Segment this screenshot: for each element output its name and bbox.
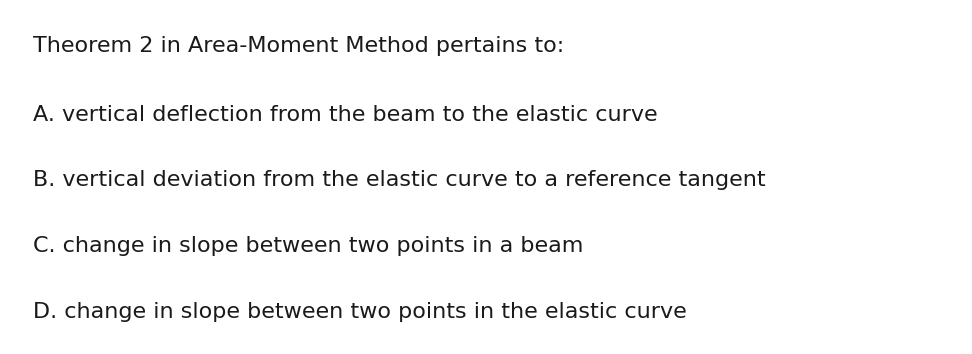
Text: A. vertical deflection from the beam to the elastic curve: A. vertical deflection from the beam to …	[33, 105, 658, 125]
Text: Theorem 2 in Area-Moment Method pertains to:: Theorem 2 in Area-Moment Method pertains…	[33, 36, 565, 56]
Text: D. change in slope between two points in the elastic curve: D. change in slope between two points in…	[33, 302, 687, 322]
Text: C. change in slope between two points in a beam: C. change in slope between two points in…	[33, 236, 583, 256]
Text: B. vertical deviation from the elastic curve to a reference tangent: B. vertical deviation from the elastic c…	[33, 171, 766, 190]
